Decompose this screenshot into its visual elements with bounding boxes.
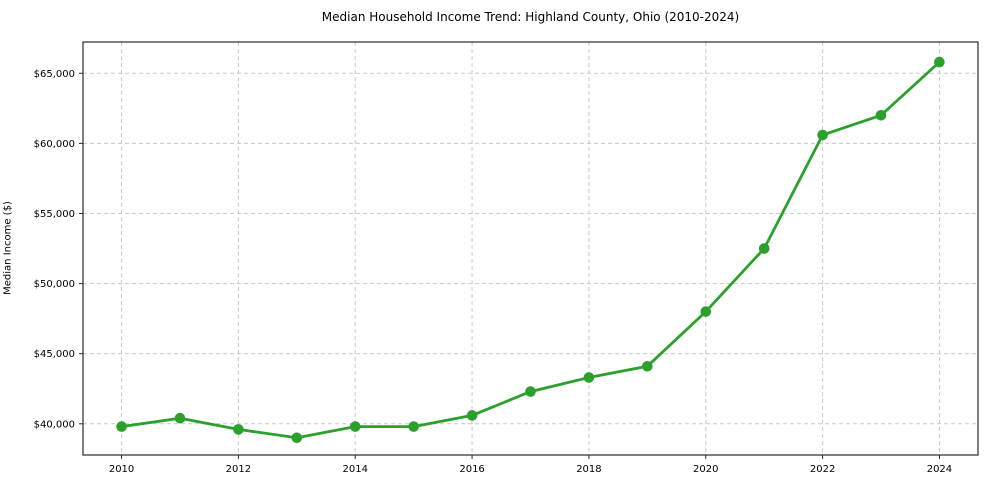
data-point-marker — [875, 110, 887, 121]
y-tick-label: $45,000 — [34, 349, 75, 360]
data-point-marker — [291, 432, 303, 444]
data-point-marker — [116, 421, 127, 432]
y-tick-label: $55,000 — [34, 209, 75, 220]
y-tick-label: $60,000 — [34, 139, 75, 150]
data-point-marker — [934, 56, 945, 68]
plot-frame — [82, 41, 979, 456]
data-point-marker — [642, 361, 653, 372]
x-tick-label: 2010 — [109, 464, 134, 475]
data-point-marker — [233, 424, 244, 435]
y-tick-label: $40,000 — [34, 419, 75, 430]
y-tick-label: $65,000 — [34, 69, 75, 80]
income-trend-line — [120, 60, 941, 440]
x-tick-label: 2024 — [927, 464, 952, 475]
chart-title: Median Household Income Trend: Highland … — [321, 10, 740, 24]
y-axis-label: Median Income ($) — [2, 201, 14, 295]
x-tick-label: 2012 — [226, 464, 251, 475]
x-tick-label: 2020 — [693, 464, 718, 475]
data-point-marker — [174, 412, 186, 424]
data-point-marker — [349, 421, 361, 432]
data-point-marker — [408, 421, 420, 432]
data-point-marker — [817, 129, 828, 141]
x-tick-label: 2016 — [459, 464, 484, 475]
data-point-marker — [700, 306, 712, 317]
data-point-marker — [466, 410, 478, 421]
data-point-marker — [525, 386, 536, 397]
y-tick-label: $50,000 — [34, 279, 75, 290]
x-tick-label: 2022 — [810, 464, 835, 475]
data-point-marker — [758, 243, 770, 254]
x-tick-label: 2014 — [343, 464, 368, 475]
data-point-marker — [583, 372, 595, 383]
x-tick-label: 2018 — [576, 464, 601, 475]
